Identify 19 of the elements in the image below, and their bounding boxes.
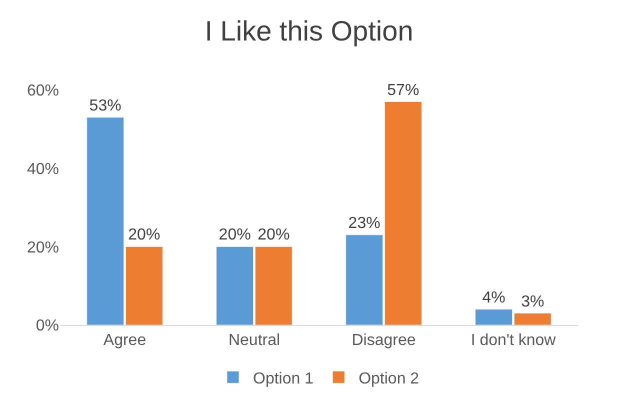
- data-label: 3%: [521, 293, 544, 310]
- y-tick-label: 0%: [36, 318, 59, 335]
- data-label: 4%: [482, 289, 506, 306]
- data-label: 53%: [89, 97, 122, 114]
- data-label: 20%: [258, 226, 290, 244]
- chart-title: I Like this Option: [204, 15, 414, 46]
- x-tick-label: Disagree: [352, 332, 416, 350]
- legend-label: Option 1: [253, 370, 314, 388]
- y-tick-label: 60%: [26, 82, 59, 100]
- y-tick-label: 40%: [26, 160, 59, 178]
- data-label: 20%: [128, 226, 160, 244]
- data-label: 57%: [387, 82, 420, 99]
- data-label: 20%: [218, 226, 251, 244]
- x-tick-label: Agree: [103, 332, 146, 350]
- legend-label: Option 2: [358, 370, 420, 388]
- x-tick-label: Neutral: [228, 332, 280, 350]
- x-tick-label: I don't know: [470, 332, 556, 350]
- y-tick-label: 20%: [26, 239, 59, 256]
- data-label: 23%: [348, 214, 380, 232]
